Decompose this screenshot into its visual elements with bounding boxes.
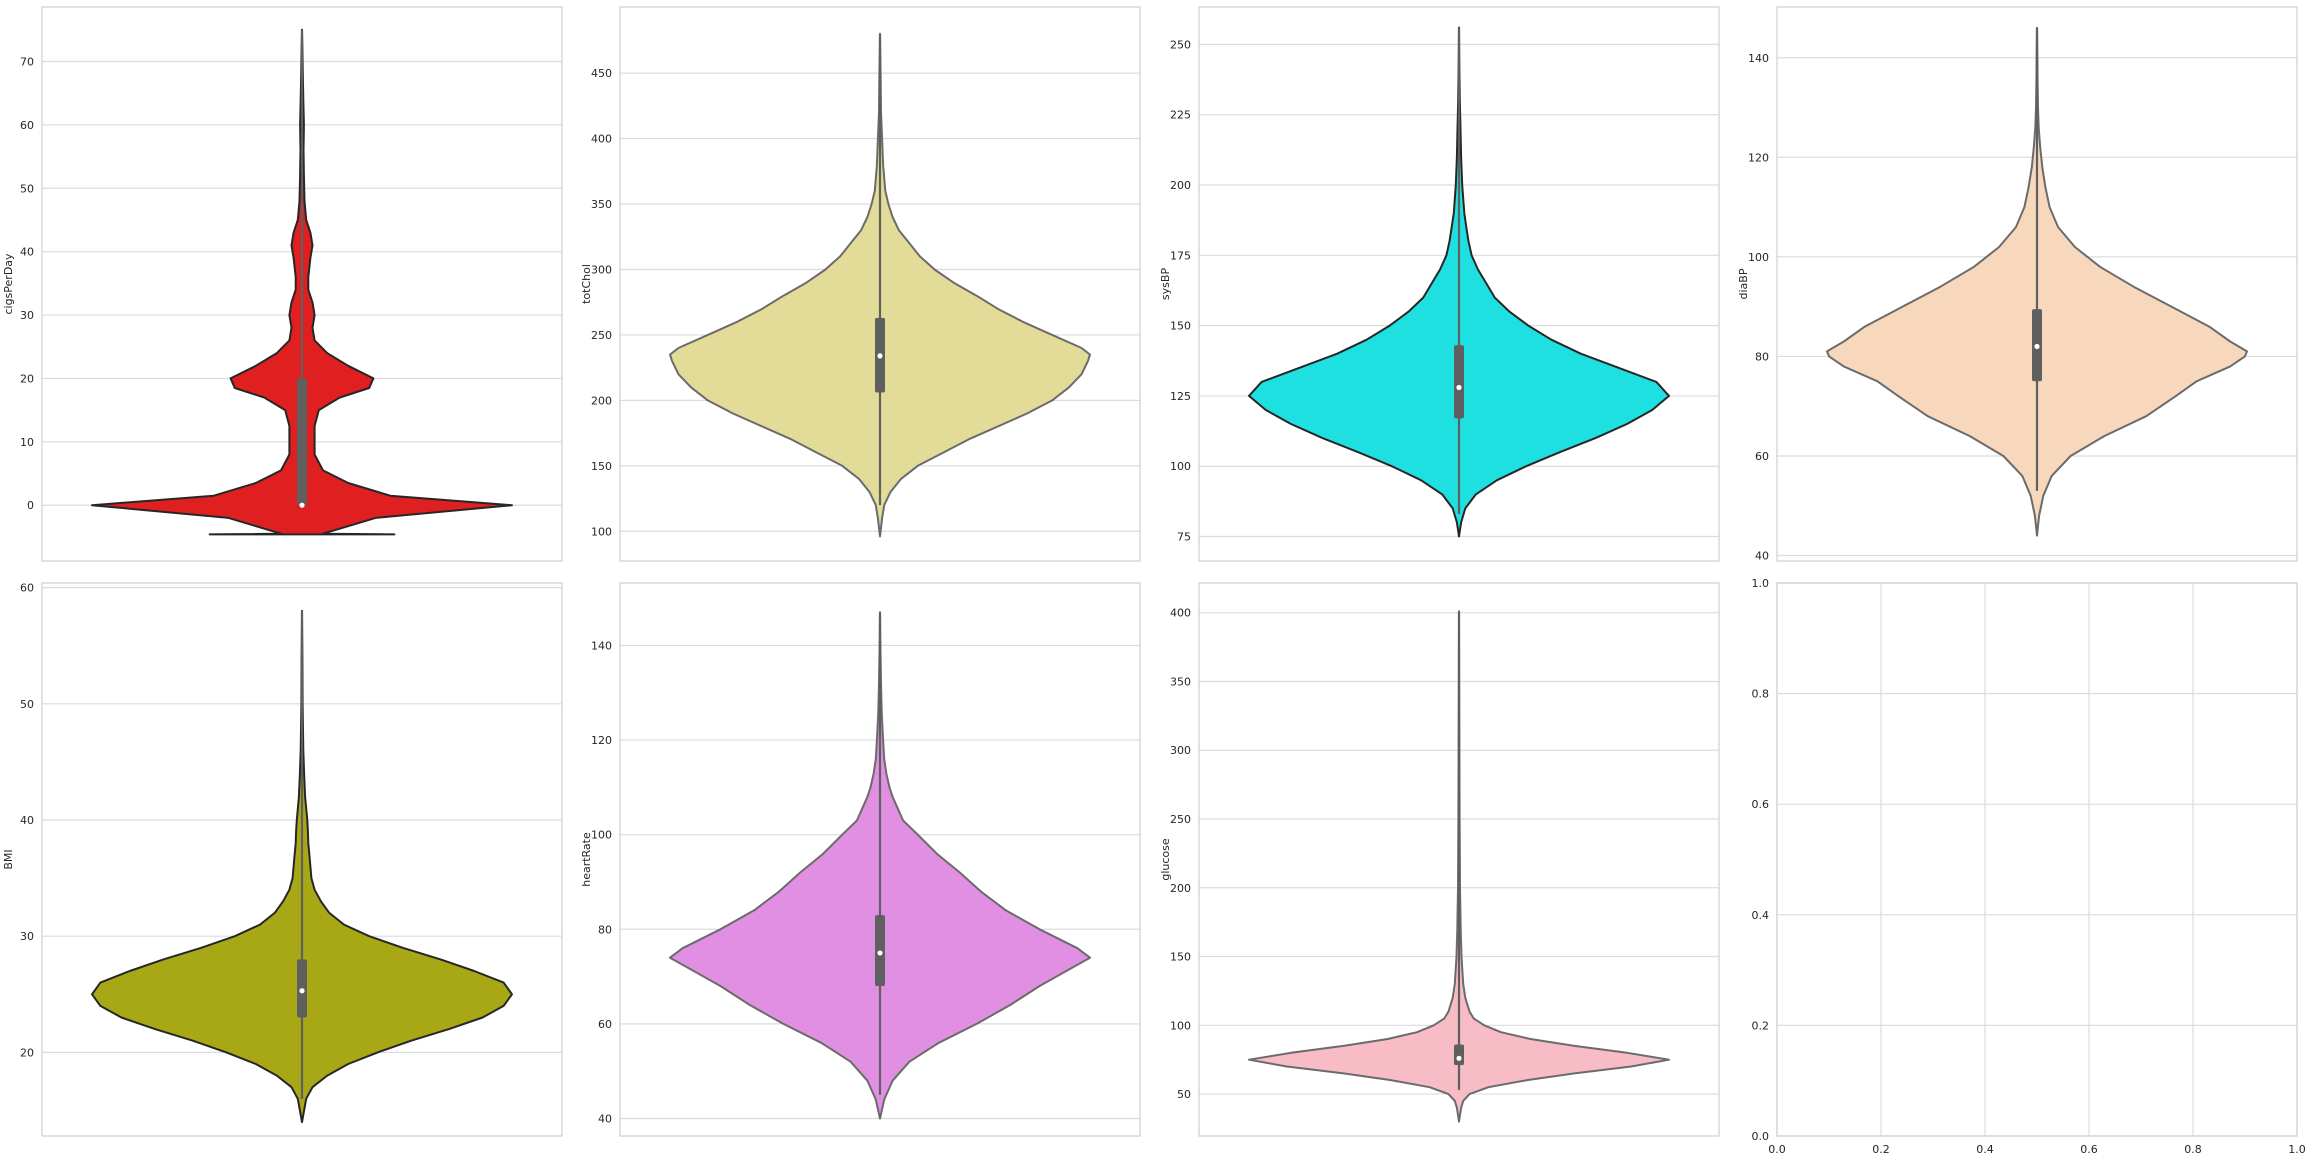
y-tick-label: 10 — [20, 436, 34, 449]
y-tick-label: 60 — [20, 582, 34, 595]
y-tick-label: 175 — [1170, 249, 1191, 262]
subplot-2: 100 150 200 250 300 350 400 450 totChol — [580, 7, 1140, 561]
subplot-1: 0 10 20 30 40 50 60 70 cigsPerDay — [2, 7, 562, 561]
iqr-box — [297, 378, 307, 505]
x-tick-label: 0.4 — [1976, 1143, 1994, 1156]
subplot-7: 50 100 150 200 250 300 350 400 glucose — [1159, 583, 1719, 1136]
y-tick-label: 80 — [1755, 350, 1769, 363]
x-tick-label: 1.0 — [2288, 1143, 2306, 1156]
median-marker — [1456, 385, 1461, 390]
y-tick-label: 50 — [20, 698, 34, 711]
y-axis-label: sysBP — [1159, 268, 1172, 301]
y-tick-label: 120 — [591, 734, 612, 747]
y-tick-label: 20 — [20, 372, 34, 385]
y-tick-label: 60 — [1755, 450, 1769, 463]
y-tick-label: 100 — [591, 829, 612, 842]
y-tick-label: 0.8 — [1752, 688, 1770, 701]
y-tick-label: 150 — [591, 460, 612, 473]
y-tick-label: 1.0 — [1752, 577, 1770, 590]
y-tick-label: 200 — [591, 394, 612, 407]
y-tick-label: 200 — [1170, 882, 1191, 895]
y-tick-label: 350 — [591, 198, 612, 211]
median-marker — [1456, 1056, 1461, 1061]
subplot-6: 40 60 80 100 120 140 heartRate — [580, 583, 1140, 1136]
y-tick-label: 100 — [1170, 460, 1191, 473]
y-tick-label: 125 — [1170, 390, 1191, 403]
y-tick-label: 0.6 — [1752, 798, 1770, 811]
x-tick-label: 0.0 — [1768, 1143, 1786, 1156]
y-tick-label: 0.2 — [1752, 1019, 1770, 1032]
axes-frame — [1777, 583, 2297, 1136]
y-tick-label: 450 — [591, 67, 612, 80]
y-axis-label: totChol — [580, 264, 593, 304]
y-tick-label: 30 — [20, 930, 34, 943]
median-marker — [877, 950, 882, 955]
y-tick-label: 0.0 — [1752, 1130, 1770, 1143]
y-tick-label: 60 — [598, 1018, 612, 1031]
y-tick-label: 100 — [1170, 1019, 1191, 1032]
y-tick-label: 225 — [1170, 109, 1191, 122]
y-axis-label: BMI — [2, 849, 15, 869]
y-tick-label: 50 — [1177, 1088, 1191, 1101]
y-tick-label: 0.4 — [1752, 909, 1770, 922]
y-tick-label: 75 — [1177, 531, 1191, 544]
y-axis-label: cigsPerDay — [2, 253, 15, 315]
y-tick-label: 140 — [1748, 52, 1769, 65]
y-tick-label: 400 — [591, 133, 612, 146]
y-tick-label: 300 — [1170, 744, 1191, 757]
y-tick-label: 0 — [27, 499, 34, 512]
subplot-8: 0.0 0.2 0.4 0.6 0.8 1.0 0.0 0.2 0.4 0.6 0.8 1.0 — [1752, 577, 2306, 1156]
y-tick-label: 300 — [591, 263, 612, 276]
y-tick-label: 40 — [598, 1112, 612, 1125]
median-marker — [877, 353, 882, 358]
y-tick-label: 20 — [20, 1046, 34, 1059]
x-tick-label: 0.2 — [1872, 1143, 1890, 1156]
y-axis-label: diaBP — [1737, 268, 1750, 299]
y-tick-label: 350 — [1170, 675, 1191, 688]
y-tick-label: 30 — [20, 309, 34, 322]
y-tick-label: 120 — [1748, 151, 1769, 164]
y-axis-label: heartRate — [580, 832, 593, 887]
y-tick-label: 80 — [598, 923, 612, 936]
iqr-box — [1454, 345, 1464, 418]
y-tick-label: 250 — [591, 329, 612, 342]
y-axis-label: glucose — [1159, 838, 1172, 881]
y-tick-label: 250 — [1170, 38, 1191, 51]
x-tick-label: 0.6 — [2080, 1143, 2098, 1156]
y-tick-label: 70 — [20, 56, 34, 69]
y-tick-label: 40 — [20, 814, 34, 827]
y-tick-label: 60 — [20, 119, 34, 132]
subplot-5: 20 30 40 50 60 BMI — [2, 582, 562, 1136]
y-tick-label: 200 — [1170, 179, 1191, 192]
y-tick-label: 100 — [1748, 251, 1769, 264]
y-tick-label: 250 — [1170, 813, 1191, 826]
y-tick-label: 400 — [1170, 607, 1191, 620]
y-tick-label: 40 — [1755, 550, 1769, 563]
y-tick-label: 140 — [591, 639, 612, 652]
y-tick-label: 150 — [1170, 320, 1191, 333]
y-tick-label: 40 — [20, 246, 34, 259]
subplot-4: 40 60 80 100 120 140 diaBP — [1737, 7, 2297, 563]
y-tick-label: 50 — [20, 182, 34, 195]
median-marker — [299, 988, 304, 993]
median-marker — [299, 503, 304, 508]
subplot-3: 75 100 125 150 175 200 225 250 sysBP — [1159, 7, 1719, 561]
y-tick-label: 150 — [1170, 951, 1191, 964]
iqr-box — [1454, 1045, 1464, 1066]
x-tick-label: 0.8 — [2184, 1143, 2202, 1156]
y-tick-label: 100 — [591, 525, 612, 538]
median-marker — [2034, 344, 2039, 349]
